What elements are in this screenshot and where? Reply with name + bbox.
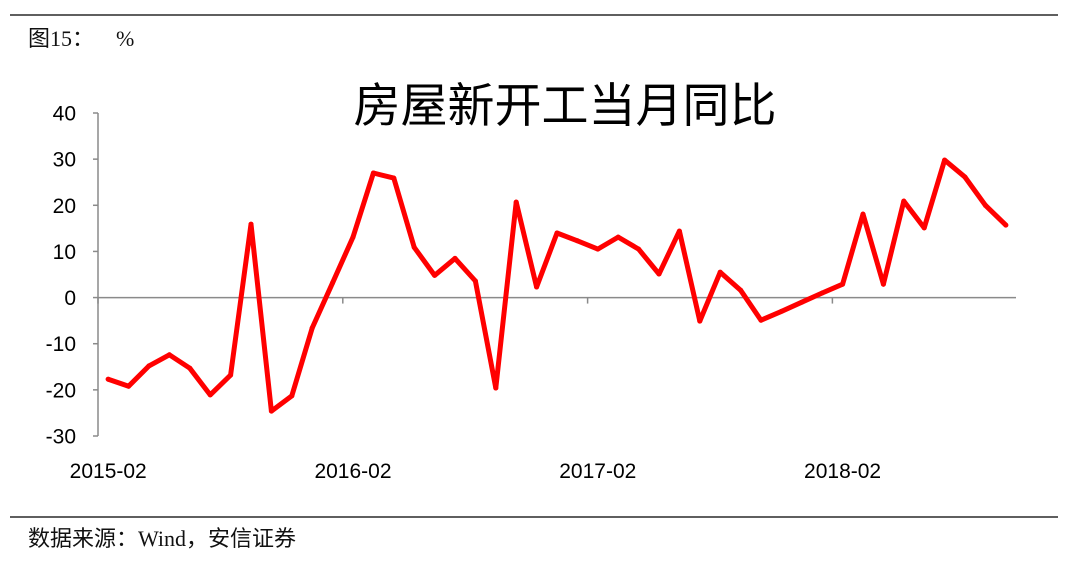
source-note: 数据来源：Wind，安信证券 xyxy=(28,526,296,551)
data-point xyxy=(187,365,193,371)
y-tick-label: 0 xyxy=(64,287,76,310)
y-tick-label: 40 xyxy=(53,103,76,126)
y-tick-label: -20 xyxy=(46,379,76,402)
data-point xyxy=(268,408,274,414)
data-point xyxy=(595,246,601,252)
data-point xyxy=(982,202,988,208)
data-point xyxy=(880,281,886,287)
y-tick-label: 20 xyxy=(53,195,76,218)
data-point xyxy=(942,157,948,163)
data-point xyxy=(758,317,764,323)
data-point xyxy=(289,393,295,399)
data-point xyxy=(146,363,152,369)
data-point xyxy=(717,269,723,275)
data-point xyxy=(799,299,805,305)
figure-label: 图15： xyxy=(28,26,94,51)
data-point xyxy=(350,234,356,240)
data-point xyxy=(574,238,580,244)
y-tick-label: 10 xyxy=(53,241,76,264)
data-point xyxy=(676,228,682,234)
unit-label: % xyxy=(116,26,134,51)
y-tick-label: -30 xyxy=(46,426,76,449)
y-axis: 40 30 20 10 0 -10 -20 -30 xyxy=(46,103,99,449)
data-point xyxy=(493,385,499,391)
data-point xyxy=(819,290,825,296)
data-point xyxy=(901,198,907,204)
data-point xyxy=(697,318,703,324)
data-point xyxy=(432,272,438,278)
data-point xyxy=(370,170,376,176)
y-tick-label: 30 xyxy=(53,149,76,172)
data-point xyxy=(472,278,478,284)
x-tick-label: 2018-02 xyxy=(804,460,881,483)
data-point xyxy=(1003,222,1009,228)
data-point xyxy=(534,284,540,290)
data-point xyxy=(513,199,519,205)
x-axis: 2015-02 2016-02 2017-02 2018-02 xyxy=(70,296,1016,483)
x-tick-label: 2015-02 xyxy=(70,460,147,483)
data-point xyxy=(962,174,968,180)
data-point xyxy=(248,221,254,227)
data-point xyxy=(738,287,744,293)
data-point xyxy=(452,255,458,261)
data-point xyxy=(860,211,866,217)
series-group xyxy=(105,157,1009,414)
data-point xyxy=(207,392,213,398)
data-point xyxy=(656,271,662,277)
series-line xyxy=(105,157,1009,414)
data-point xyxy=(636,246,642,252)
data-point xyxy=(778,308,784,314)
data-point xyxy=(105,376,111,382)
data-point xyxy=(228,372,234,378)
x-tick-label: 2017-02 xyxy=(559,460,636,483)
y-tick-label: -10 xyxy=(46,333,76,356)
data-point xyxy=(840,281,846,287)
data-point xyxy=(921,225,927,231)
data-point xyxy=(411,244,417,250)
data-point xyxy=(554,230,560,236)
data-point xyxy=(391,175,397,181)
data-point xyxy=(126,383,132,389)
data-point xyxy=(309,325,315,331)
data-point xyxy=(166,352,172,358)
chart-title: 房屋新开工当月同比 xyxy=(354,79,777,132)
data-point xyxy=(615,234,621,240)
data-point xyxy=(330,280,336,286)
x-tick-label: 2016-02 xyxy=(314,460,391,483)
